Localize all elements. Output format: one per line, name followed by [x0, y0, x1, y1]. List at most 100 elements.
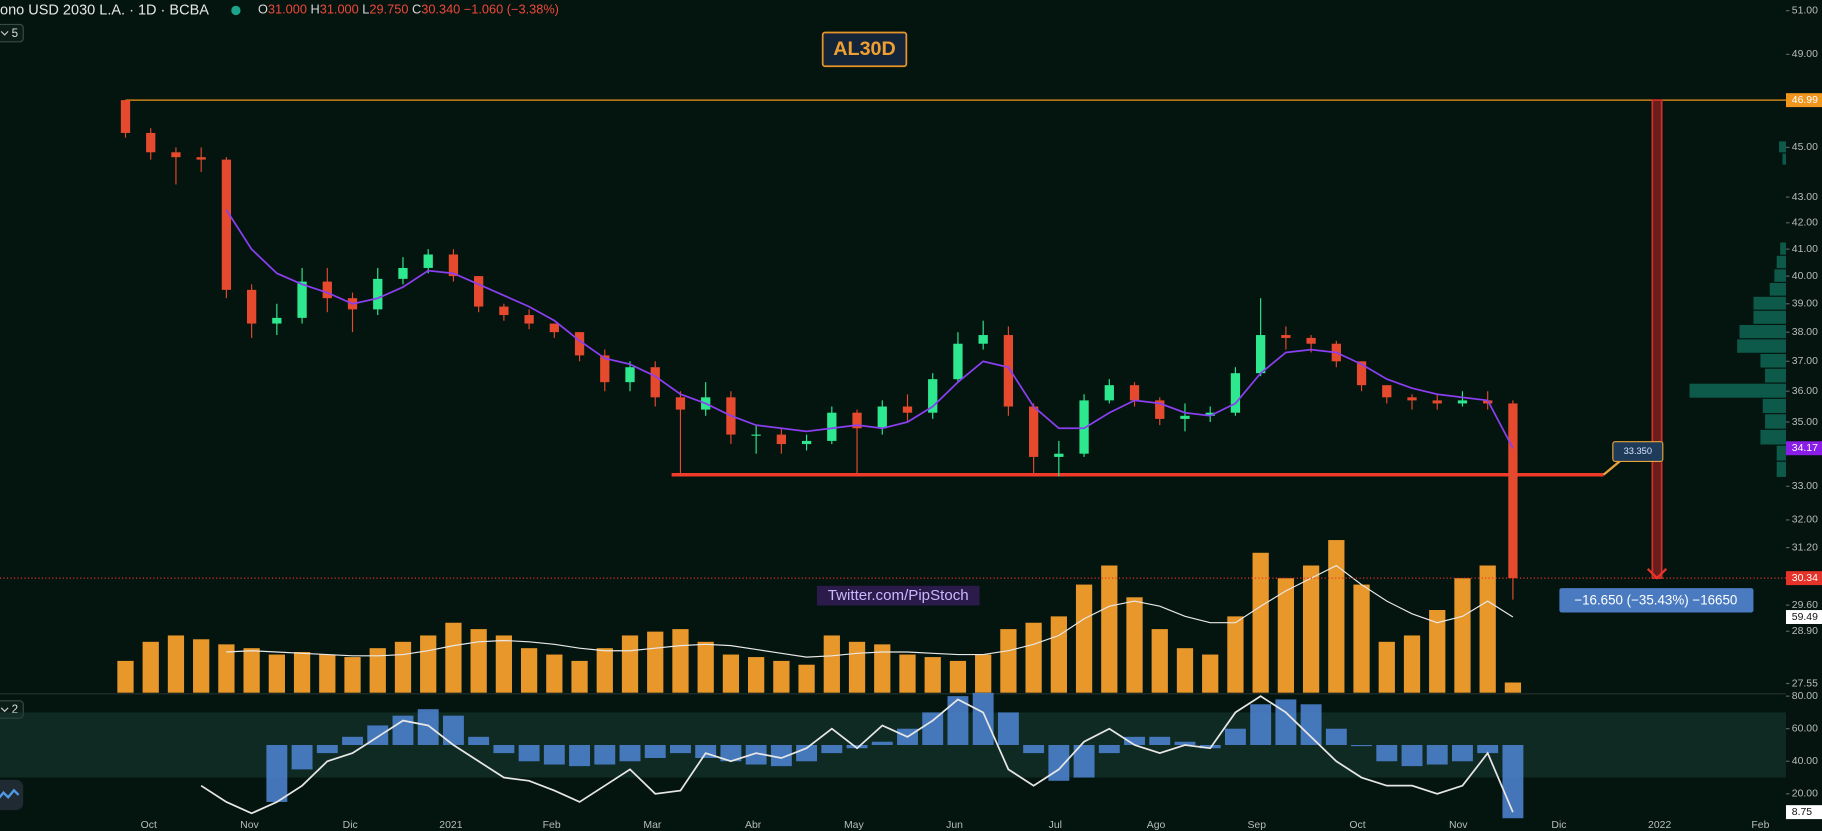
price-label-box — [1785, 571, 1822, 586]
volume-bar — [1000, 629, 1017, 693]
y-tick-label: 28.90 — [1792, 626, 1818, 637]
volume-profile-bar — [1739, 324, 1786, 339]
price-label-box — [1785, 93, 1822, 108]
y-tick-label: 49.00 — [1792, 49, 1818, 60]
watermark: Twitter.com/PipStoch — [828, 587, 969, 604]
moving-average-line — [225, 209, 1514, 449]
x-tick-label: Jun — [946, 820, 963, 831]
candle-body — [827, 412, 837, 441]
ohlc-key: O — [258, 2, 268, 17]
candle-body — [902, 406, 913, 413]
y-tick-label: 40.00 — [1792, 756, 1818, 767]
x-tick-label: May — [844, 820, 864, 831]
candle-body — [1104, 385, 1114, 401]
oscillator-histogram-bar — [1401, 744, 1423, 767]
volume-bar — [193, 639, 210, 693]
oscillator-histogram-bar — [291, 744, 313, 770]
volume-bar — [621, 635, 639, 693]
volume-bar — [1504, 682, 1522, 693]
volume-bar — [1075, 584, 1093, 693]
candle-body — [1155, 400, 1165, 419]
oscillator-histogram-bar — [342, 736, 363, 745]
y-tick-label: 41.00 — [1792, 244, 1818, 255]
candle-body — [524, 315, 534, 324]
volume-bar — [975, 654, 992, 693]
x-tick-label: 2022 — [1648, 820, 1671, 831]
candle-body — [322, 281, 332, 299]
x-tick-label: Dic — [1551, 820, 1566, 831]
volume-bar — [243, 648, 260, 693]
oscillator-histogram-bar — [1250, 704, 1272, 745]
oscillator-histogram-bar — [770, 744, 792, 767]
volume-profile-bar — [1774, 269, 1786, 282]
ohlc-value: 31.000 — [320, 2, 359, 17]
candle-body — [574, 332, 585, 356]
oscillator-label-box — [1785, 805, 1822, 820]
oscillator-histogram-bar — [266, 744, 288, 802]
volume-bar — [1302, 565, 1320, 693]
oscillator-histogram-bar — [670, 744, 691, 754]
pane-toggle[interactable] — [0, 23, 24, 43]
chevron-icon — [0, 30, 9, 36]
oscillator-histogram-bar — [1149, 736, 1171, 745]
candle-body — [877, 406, 887, 429]
volume-bar — [722, 654, 740, 693]
volume-bar — [823, 635, 840, 693]
candle-body — [499, 306, 509, 316]
volume-bar — [445, 622, 462, 693]
oscillator-histogram-bar — [569, 744, 591, 767]
x-tick-label: 2021 — [439, 820, 462, 831]
volume-profile-bar — [1753, 310, 1786, 324]
candle-body — [398, 267, 408, 279]
oscillator-histogram-bar — [543, 744, 565, 765]
y-tick-label: 36.00 — [1792, 386, 1818, 397]
y-tick-label: 27.55 — [1792, 678, 1818, 689]
oscillator-histogram-bar — [644, 744, 666, 759]
volume-bar — [117, 660, 134, 693]
price-label: 34.17 — [1792, 443, 1818, 454]
volume-bar — [142, 641, 159, 693]
pane-count: 5 — [12, 27, 18, 40]
x-tick-label: Mar — [643, 820, 661, 831]
x-tick-label: Abr — [745, 820, 762, 831]
volume-bar — [1479, 565, 1496, 693]
oscillator-histogram-bar — [972, 692, 994, 745]
volume-bar — [319, 654, 336, 693]
volume-bar — [1353, 584, 1370, 693]
volume-bar — [1454, 578, 1471, 693]
volume-bar — [218, 644, 235, 693]
x-tick-label: Oct — [1349, 820, 1365, 831]
candle-body — [1054, 453, 1064, 457]
x-tick-label: Ago — [1147, 820, 1166, 831]
oscillator-histogram-bar — [619, 744, 641, 762]
drawing-tool-button[interactable] — [0, 779, 24, 811]
candle-body — [928, 379, 938, 413]
plot-layer: −16.650 (−35.43%) −16650 33.350 AL30D Twitt… — [0, 5, 1822, 831]
volume-bar — [697, 641, 714, 693]
oscillator-label: 8.75 — [1792, 807, 1813, 818]
volume-bar — [520, 648, 538, 693]
y-tick-label: 80.00 — [1792, 691, 1818, 702]
volume-bar — [394, 641, 412, 693]
candle-body — [801, 440, 812, 445]
volume-bar — [1126, 597, 1143, 693]
volume-bar — [773, 660, 790, 693]
volume-profile-bar — [1779, 141, 1786, 153]
candle-body — [1028, 406, 1039, 457]
volume-profile-bar — [1689, 383, 1786, 398]
measure-band — [1651, 99, 1663, 580]
candle-body — [146, 132, 156, 153]
volume-bar — [798, 664, 815, 693]
volume-profile-bar — [1782, 153, 1786, 165]
volume-profile-bar — [1760, 429, 1786, 445]
oscillator-histogram-bar — [821, 744, 843, 754]
candle-body — [221, 159, 232, 290]
measure-arrow — [1646, 568, 1668, 580]
candle-body — [373, 278, 383, 310]
oscillator-histogram-bar — [1300, 704, 1322, 745]
candle-body — [196, 157, 206, 160]
y-tick-label: 37.00 — [1792, 356, 1818, 367]
oscillator-histogram-bar — [1224, 728, 1246, 745]
pane-count: 2 — [12, 703, 18, 716]
